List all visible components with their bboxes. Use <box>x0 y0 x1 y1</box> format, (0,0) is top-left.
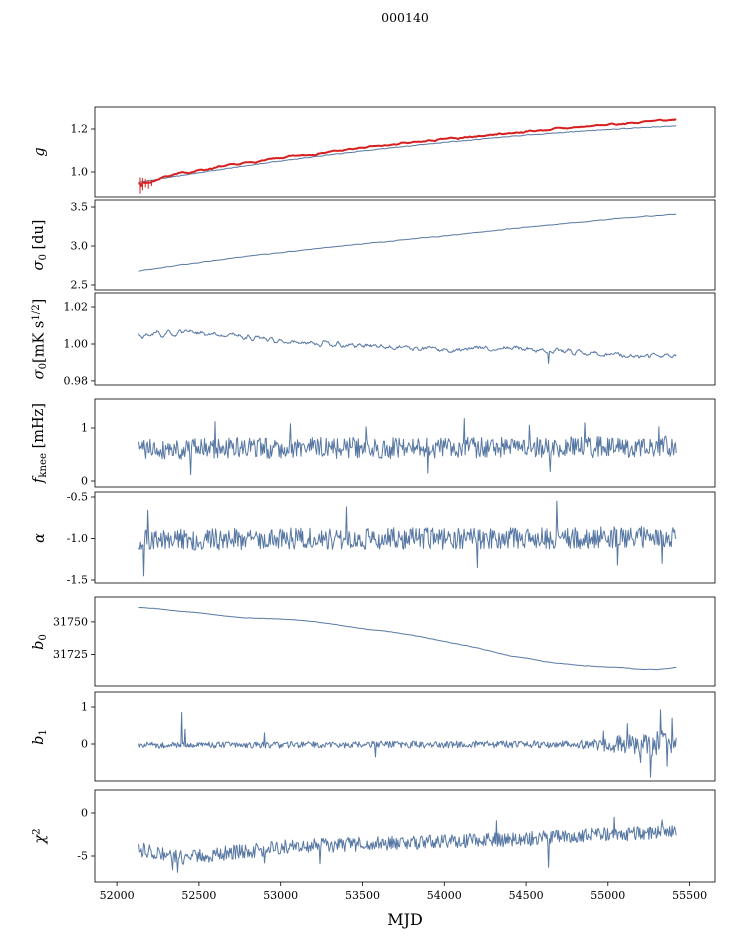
svg-text:53000: 53000 <box>263 889 298 902</box>
svg-text:52000: 52000 <box>100 889 135 902</box>
panel-alpha: α -1.5 -1.0 -0.5 <box>0 491 729 587</box>
x-axis-label: MJD <box>387 910 423 929</box>
svg-text:0: 0 <box>81 807 88 820</box>
svg-text:1: 1 <box>81 422 88 435</box>
svg-text:-0.5: -0.5 <box>67 491 88 504</box>
svg-text:3.5: 3.5 <box>71 201 89 214</box>
g-plot: 1.0 1.2 <box>71 106 716 198</box>
svg-text:1: 1 <box>81 701 88 714</box>
svg-text:1.00: 1.00 <box>64 338 89 351</box>
svg-text:1.2: 1.2 <box>71 123 89 136</box>
svg-text:0: 0 <box>81 738 88 751</box>
svg-text:1.02: 1.02 <box>64 301 89 314</box>
panel-sigma0-mk: σ0[mK s1/2] 0.98 1.00 1.02 <box>0 292 729 387</box>
panel-b0: b0 31725 31750 <box>0 596 729 687</box>
svg-text:54500: 54500 <box>509 889 544 902</box>
panel-g: g 1.0 1.2 <box>0 106 729 198</box>
svg-text:31750: 31750 <box>53 615 88 628</box>
alpha-plot: -1.5 -1.0 -0.5 <box>67 491 716 587</box>
chi2-plot: -5 0 52000 52500 53000 53500 54000 54500 55000 55… <box>77 789 716 902</box>
svg-text:-1.0: -1.0 <box>67 532 88 545</box>
svg-text:55500: 55500 <box>672 889 707 902</box>
svg-text:55000: 55000 <box>590 889 625 902</box>
svg-text:3.0: 3.0 <box>71 240 89 253</box>
svg-text:2.5: 2.5 <box>71 279 89 292</box>
panel-chi2: χ2 -5 0 52000 52500 53000 53500 54000 54500 5500… <box>0 789 729 902</box>
sigma0-mk-plot: 0.98 1.00 1.02 <box>64 292 716 387</box>
svg-text:-1.5: -1.5 <box>67 574 88 587</box>
b1-plot: 01 <box>81 691 716 782</box>
sigma0-du-plot: 2.5 3.0 3.5 <box>71 199 716 292</box>
svg-text:31725: 31725 <box>53 648 88 661</box>
svg-text:-5: -5 <box>77 850 88 863</box>
svg-text:1.0: 1.0 <box>71 166 89 179</box>
svg-text:52500: 52500 <box>181 889 216 902</box>
svg-text:0: 0 <box>81 475 88 488</box>
svg-text:0.98: 0.98 <box>64 374 89 387</box>
plot-title: 000140 <box>381 10 429 25</box>
svg-text:54000: 54000 <box>427 889 462 902</box>
svg-text:53500: 53500 <box>345 889 380 902</box>
panel-sigma0-du: σ0 [du] 2.5 3.0 3.5 <box>0 199 729 292</box>
b0-plot: 31725 31750 <box>53 596 716 687</box>
fknee-plot: 01 <box>81 398 716 488</box>
